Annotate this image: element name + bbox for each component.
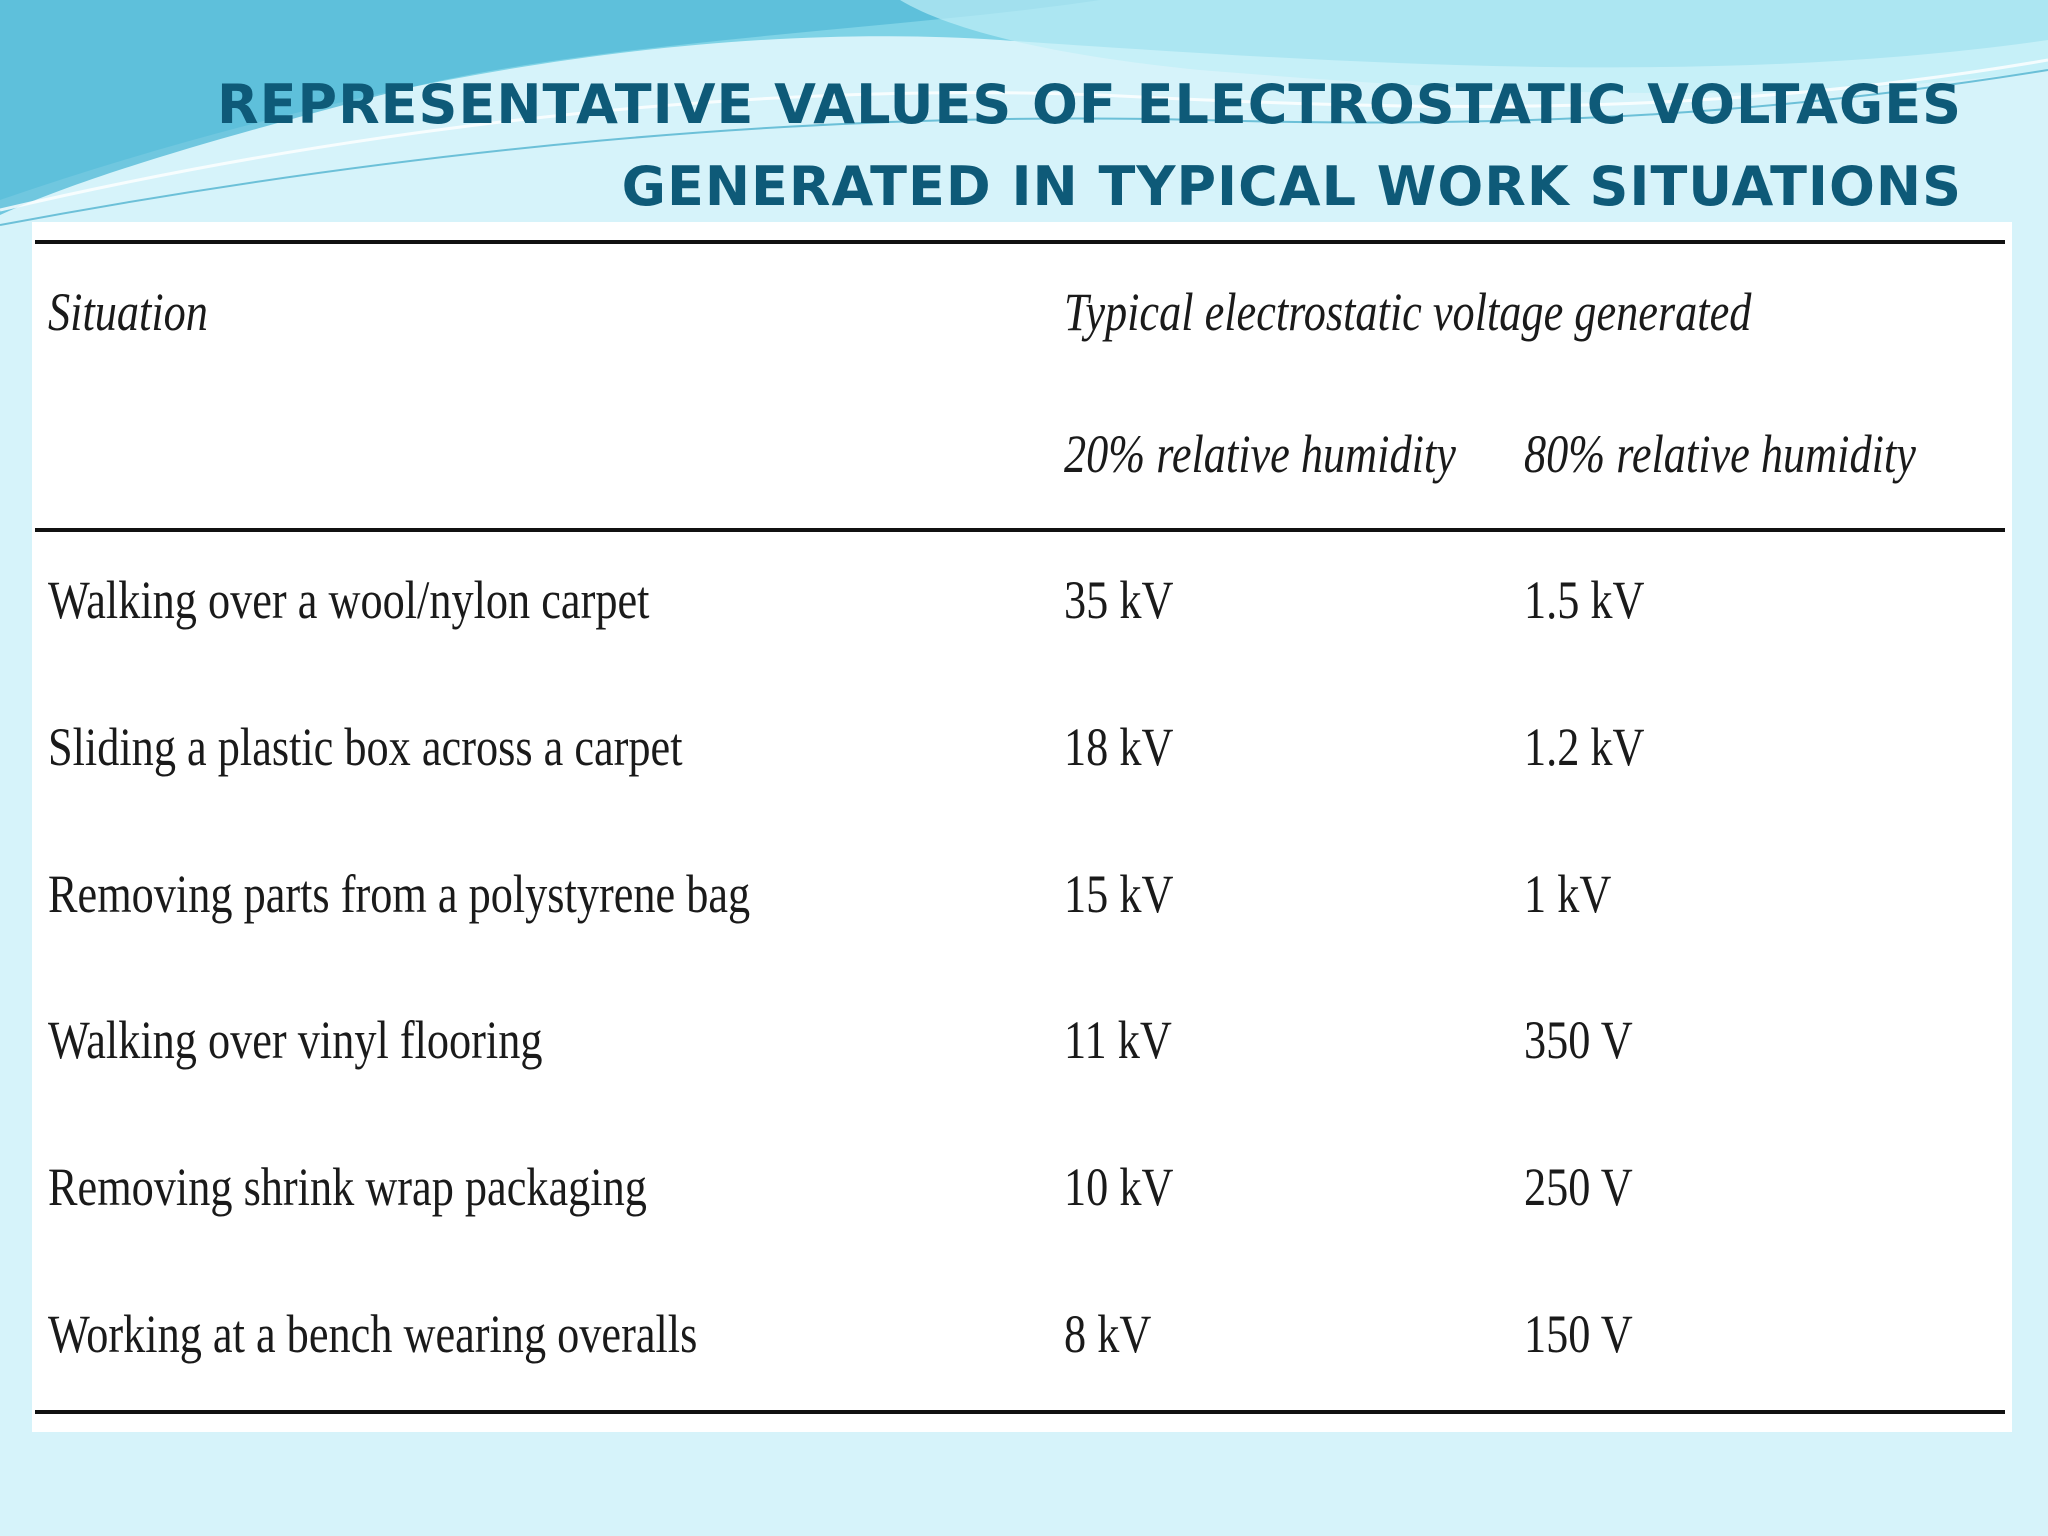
row-voltage-20-rh: 10 kV xyxy=(1064,1157,1174,1217)
row-voltage-80-rh: 1.2 kV xyxy=(1524,717,1645,777)
row-situation: Removing shrink wrap packaging xyxy=(48,1157,647,1217)
row-voltage-20-rh: 18 kV xyxy=(1064,717,1174,777)
row-voltage-20-rh: 15 kV xyxy=(1064,864,1174,924)
decorative-wave-background xyxy=(0,0,2048,226)
row-situation: Walking over vinyl flooring xyxy=(48,1010,543,1070)
header-voltage-group: Typical electrostatic voltage generated xyxy=(1064,282,1752,342)
table-header-rule xyxy=(35,528,2005,532)
row-voltage-80-rh: 150 V xyxy=(1524,1304,1633,1364)
row-voltage-80-rh: 250 V xyxy=(1524,1157,1633,1217)
row-voltage-80-rh: 1 kV xyxy=(1524,864,1612,924)
slide-title-line-1: REPRESENTATIVE VALUES OF ELECTROSTATIC V… xyxy=(217,73,1962,136)
header-20-rh: 20% relative humidity xyxy=(1064,424,1456,484)
row-voltage-20-rh: 35 kV xyxy=(1064,570,1174,630)
voltage-table: Situation Typical electrostatic voltage … xyxy=(32,222,2012,1432)
row-voltage-20-rh: 11 kV xyxy=(1064,1010,1172,1070)
row-situation: Walking over a wool/nylon carpet xyxy=(48,570,650,630)
table-bottom-rule xyxy=(35,1410,2005,1414)
slide-title: REPRESENTATIVE VALUES OF ELECTROSTATIC V… xyxy=(62,64,1962,228)
row-situation: Working at a bench wearing overalls xyxy=(48,1304,698,1364)
slide-title-line-2: GENERATED IN TYPICAL WORK SITUATIONS xyxy=(621,155,1962,218)
row-voltage-20-rh: 8 kV xyxy=(1064,1304,1152,1364)
header-80-rh: 80% relative humidity xyxy=(1524,424,1916,484)
row-situation: Removing parts from a polystyrene bag xyxy=(48,864,751,924)
row-situation: Sliding a plastic box across a carpet xyxy=(48,717,683,777)
table-top-rule xyxy=(35,240,2005,244)
row-voltage-80-rh: 1.5 kV xyxy=(1524,570,1645,630)
header-situation: Situation xyxy=(48,282,208,342)
row-voltage-80-rh: 350 V xyxy=(1524,1010,1633,1070)
